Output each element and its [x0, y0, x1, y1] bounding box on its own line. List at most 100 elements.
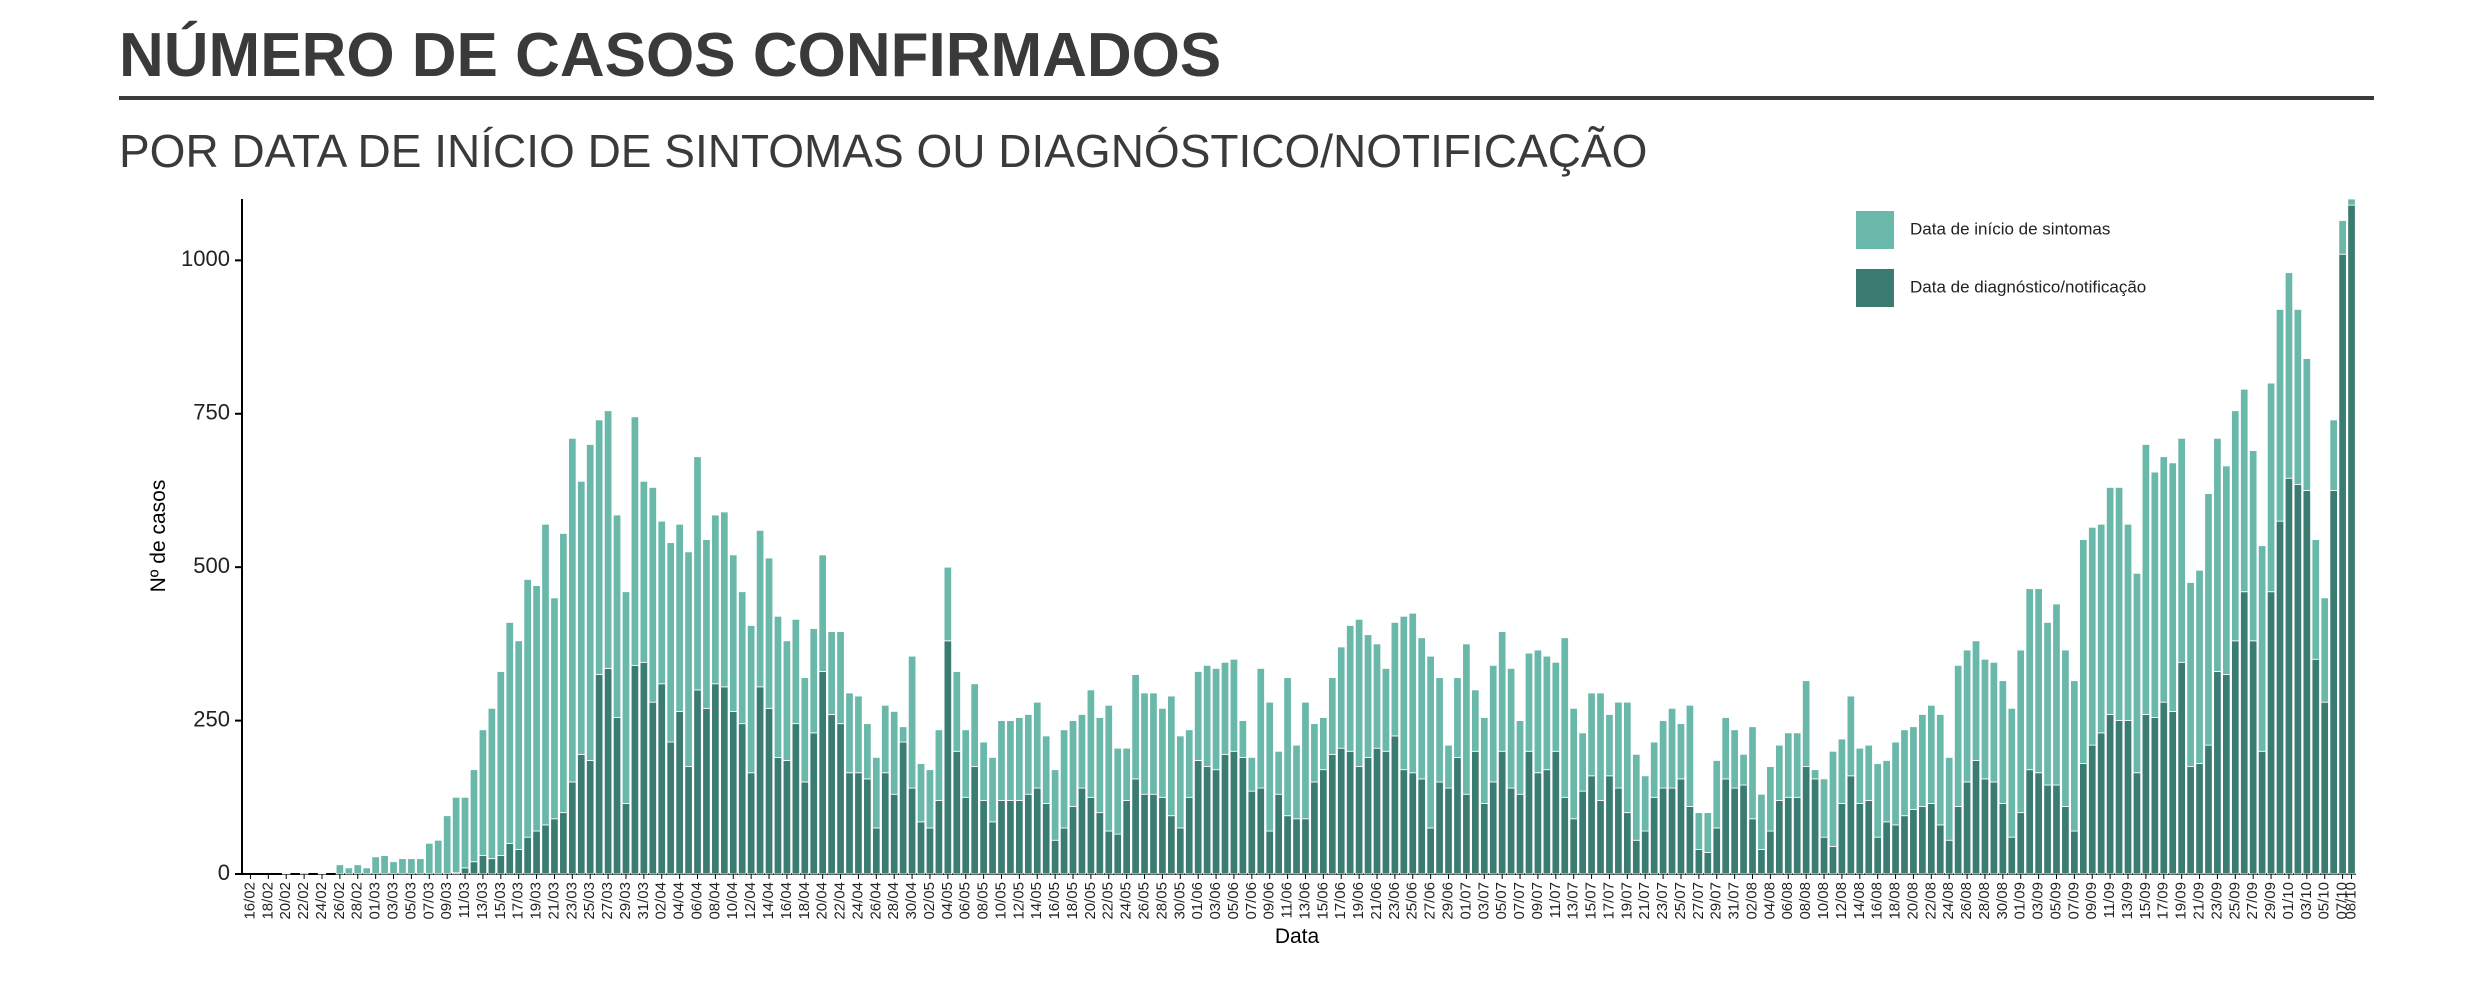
bar: [1202, 664, 1212, 768]
x-tick-label: 08/04: [706, 882, 723, 920]
x-tick-label: 11/09: [2101, 882, 2118, 918]
x-tick-label: 05/07: [1493, 882, 1510, 920]
x-tick-label: 08/10: [2342, 882, 2359, 920]
bar: [443, 815, 452, 875]
x-tick-label: 20/08: [1904, 882, 1921, 920]
bar: [595, 674, 604, 875]
bar: [2275, 309, 2285, 522]
bar: [1757, 793, 1766, 850]
y-tick-label: 1000: [181, 246, 230, 271]
bar: [1927, 704, 1936, 804]
x-tick-label: 12/05: [1010, 882, 1027, 920]
bar: [1077, 787, 1087, 875]
bar: [1006, 720, 1015, 801]
x-tick-label: 28/04: [885, 882, 902, 920]
bar: [1471, 750, 1480, 875]
bar: [2266, 591, 2276, 875]
bar: [764, 707, 774, 875]
x-tick-label: 19/09: [2173, 882, 2190, 920]
bar: [1167, 695, 1176, 817]
bar: [997, 799, 1006, 875]
bar: [2213, 671, 2222, 875]
bar: [2034, 772, 2043, 875]
bar: [1873, 763, 1882, 838]
bar: [2257, 750, 2267, 875]
bar: [2061, 649, 2070, 807]
bar: [818, 554, 827, 672]
bar: [1846, 775, 1856, 875]
bar: [577, 753, 586, 875]
bar: [1363, 634, 1373, 758]
bar: [1104, 830, 1113, 875]
bar: [1801, 680, 1811, 768]
bar: [2114, 487, 2124, 721]
bar: [568, 781, 577, 875]
bar: [2213, 437, 2222, 672]
bar: [1784, 796, 1793, 875]
bar: [1426, 827, 1435, 875]
bar: [1730, 787, 1739, 875]
bar: [1435, 781, 1444, 875]
bar: [2088, 526, 2097, 746]
bar: [738, 591, 747, 725]
bar: [425, 842, 434, 875]
bar: [916, 763, 926, 823]
bar: [1623, 812, 1632, 875]
bar: [2302, 490, 2311, 875]
bar: [666, 741, 675, 875]
bar: [2150, 471, 2159, 718]
x-tick-label: 12/04: [742, 882, 759, 920]
bar: [1927, 803, 1936, 875]
bar: [1086, 689, 1096, 798]
bar: [2079, 763, 2088, 875]
bar: [2123, 523, 2133, 721]
bar: [1962, 781, 1972, 875]
bar: [1033, 701, 1042, 789]
bar: [2132, 772, 2142, 875]
bar: [970, 766, 979, 875]
x-tick-label: 29/07: [1708, 882, 1725, 920]
bar: [1113, 747, 1122, 835]
bar: [1596, 692, 1605, 801]
bar: [1560, 637, 1569, 798]
bar: [1256, 668, 1265, 789]
bar: [1971, 760, 1981, 875]
bar: [800, 677, 809, 783]
x-tick-label: 28/02: [349, 882, 366, 920]
bar: [496, 671, 505, 856]
x-tick-label: 19/03: [528, 882, 545, 920]
bar: [1042, 803, 1051, 875]
bar: [782, 760, 792, 875]
bar: [1891, 741, 1900, 826]
bar: [1301, 701, 1310, 820]
bar: [934, 729, 944, 801]
bar: [1909, 726, 1918, 810]
bar: [1685, 704, 1695, 807]
bar: [693, 689, 702, 875]
bar: [1998, 680, 2007, 804]
x-tick-label: 22/02: [295, 882, 312, 920]
bar: [612, 514, 622, 718]
bar: [603, 668, 613, 875]
bar: [1310, 781, 1319, 875]
legend-label: Data de início de sintomas: [1910, 219, 2110, 238]
bar: [2061, 806, 2070, 875]
bar: [1730, 729, 1739, 789]
x-tick-label: 18/02: [259, 882, 276, 920]
bar: [1337, 646, 1346, 749]
bar: [1211, 769, 1221, 875]
bar: [1810, 778, 1820, 875]
x-tick-label: 13/09: [2119, 882, 2136, 920]
bar: [1319, 769, 1328, 875]
bar: [2240, 388, 2249, 593]
bar: [907, 787, 917, 875]
bar: [1462, 643, 1471, 795]
bar: [1694, 812, 1704, 850]
bar: [2007, 707, 2016, 838]
bar: [2195, 569, 2204, 764]
bar: [979, 741, 988, 801]
bar: [1202, 766, 1212, 875]
legend-swatch: [1856, 211, 1894, 249]
bar: [460, 796, 470, 869]
